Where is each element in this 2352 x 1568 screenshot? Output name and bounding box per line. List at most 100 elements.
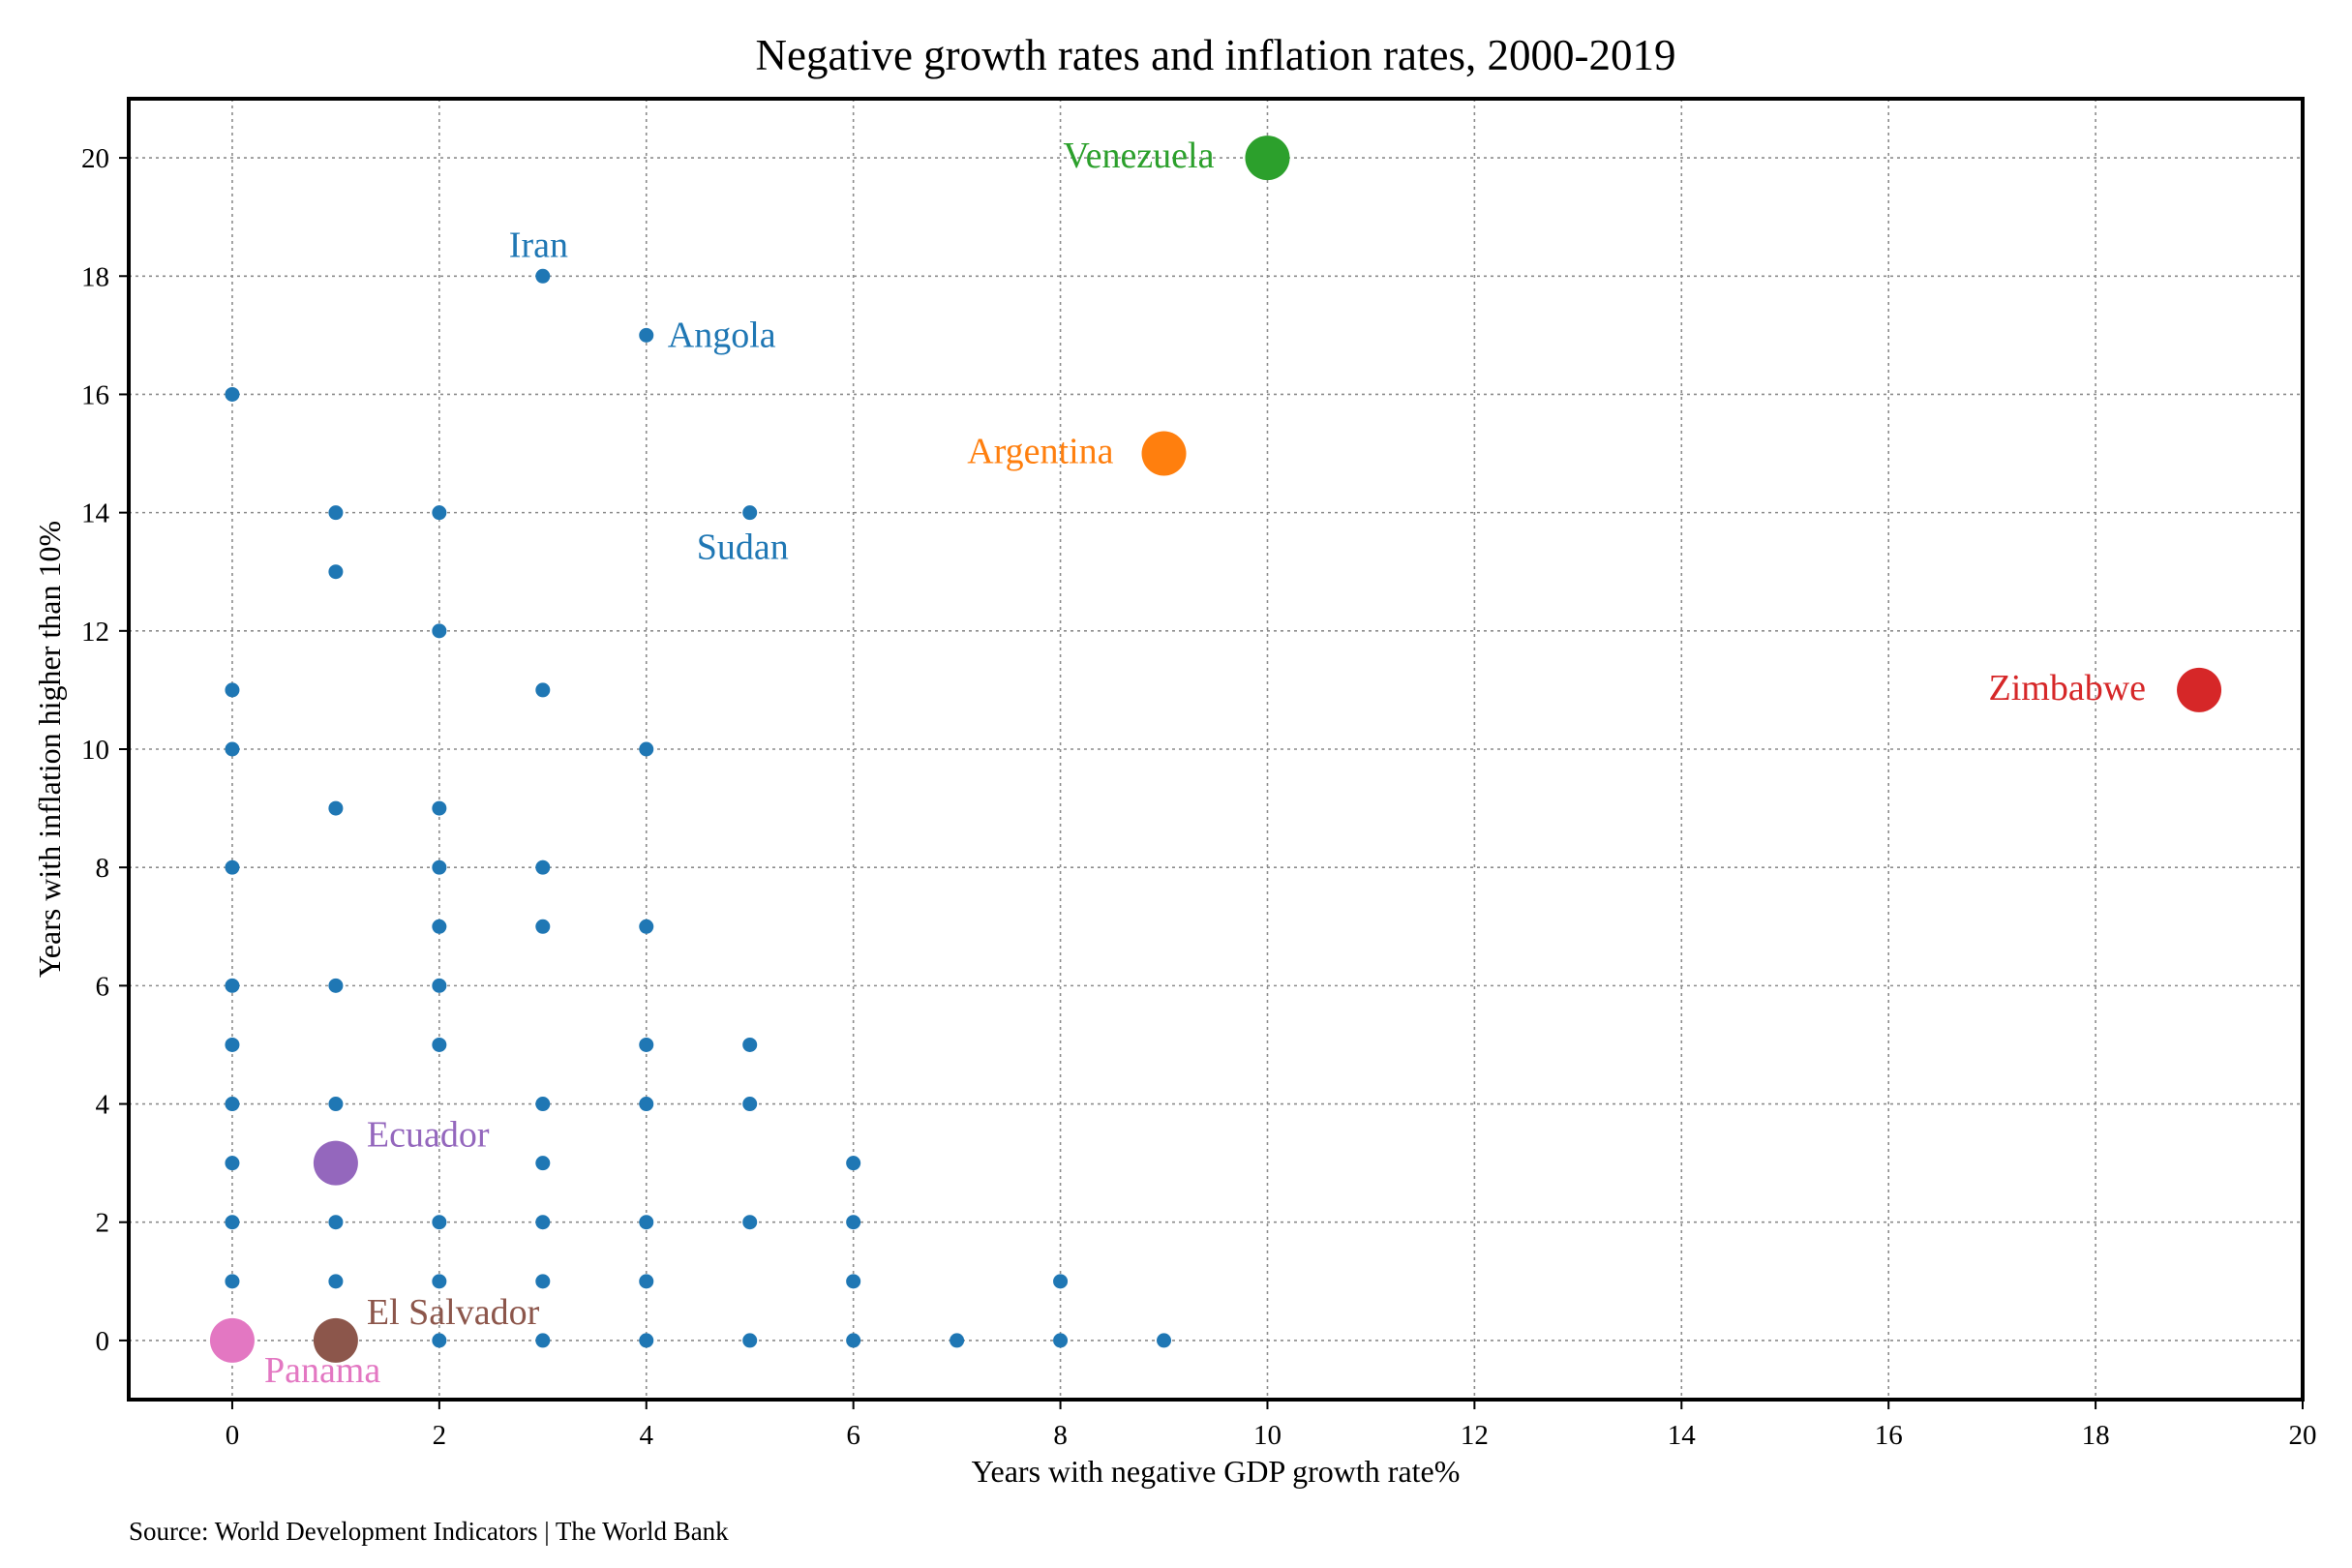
data-point [535, 1274, 551, 1289]
data-point [225, 1097, 240, 1112]
x-axis-label: Years with negative GDP growth rate% [972, 1454, 1461, 1489]
data-point [950, 1333, 965, 1348]
grid-lines [129, 99, 2304, 1400]
data-point [639, 327, 654, 343]
data-point [225, 978, 240, 993]
annotation-iran: Iran [509, 225, 568, 265]
data-point [328, 978, 344, 993]
data-point [432, 505, 447, 521]
data-point [742, 1215, 758, 1230]
data-point [846, 1156, 861, 1171]
x-tick-label: 10 [1253, 1420, 1282, 1451]
data-point [639, 1215, 654, 1230]
data-point [225, 1274, 240, 1289]
y-tick-label: 16 [81, 379, 109, 410]
data-point [639, 1097, 654, 1112]
annotation-zimbabwe: Zimbabwe [1989, 668, 2147, 709]
x-tick-label: 0 [226, 1420, 240, 1451]
x-tick-label: 20 [2289, 1420, 2317, 1451]
data-point [432, 1215, 447, 1230]
highlight-point-el-salvador [313, 1317, 358, 1363]
y-axis-ticks: 0 2 4 6 8 10 12 14 16 18 20 [81, 143, 129, 1357]
data-point [639, 741, 654, 757]
data-point [328, 505, 344, 521]
data-point [535, 919, 551, 934]
y-tick-label: 10 [81, 735, 109, 766]
data-point [328, 1097, 344, 1112]
x-tick-label: 6 [846, 1420, 860, 1451]
data-point [639, 1037, 654, 1052]
source-note: Source: World Development Indicators | T… [129, 1517, 729, 1546]
data-point [639, 919, 654, 934]
data-point [432, 1037, 447, 1052]
data-point [535, 1333, 551, 1348]
x-tick-label: 12 [1461, 1420, 1489, 1451]
data-point [225, 1215, 240, 1230]
data-point [225, 1037, 240, 1052]
y-tick-label: 18 [81, 261, 109, 292]
data-point [742, 1037, 758, 1052]
data-point [328, 800, 344, 816]
annotation-venezuela: Venezuela [1063, 136, 1214, 176]
data-point [432, 978, 447, 993]
y-tick-label: 2 [96, 1208, 110, 1239]
highlight-point-argentina [1141, 431, 1187, 476]
data-point [432, 623, 447, 639]
annotation-argentina: Argentina [967, 432, 1113, 472]
x-tick-label: 14 [1668, 1420, 1697, 1451]
data-point [535, 859, 551, 875]
highlight-point-zimbabwe [2177, 667, 2222, 712]
data-point [225, 682, 240, 698]
x-tick-label: 18 [2082, 1420, 2110, 1451]
y-tick-label: 4 [96, 1090, 110, 1121]
y-tick-label: 12 [81, 617, 109, 648]
data-point [535, 268, 551, 284]
data-point [639, 1274, 654, 1289]
data-point [535, 1156, 551, 1171]
highlight-point-panama [209, 1317, 255, 1363]
data-point [846, 1333, 861, 1348]
annotation-ecuador: Ecuador [367, 1115, 490, 1156]
x-tick-label: 2 [433, 1420, 447, 1451]
data-point [225, 386, 240, 402]
data-point [1053, 1274, 1069, 1289]
highlight-point-ecuador [313, 1140, 358, 1186]
y-tick-label: 8 [96, 853, 110, 884]
data-point [328, 1274, 344, 1289]
x-axis-ticks: 0 2 4 6 8 10 12 14 16 18 20 [226, 1400, 2317, 1451]
y-tick-label: 14 [81, 498, 110, 529]
x-tick-label: 4 [640, 1420, 654, 1451]
data-point [1157, 1333, 1172, 1348]
y-axis-label: Years with inflation higher than 10% [32, 521, 67, 978]
data-point [1053, 1333, 1069, 1348]
data-point [432, 800, 447, 816]
y-tick-label: 0 [96, 1326, 110, 1357]
data-point [535, 1215, 551, 1230]
y-tick-label: 20 [81, 143, 109, 174]
data-point [432, 1274, 447, 1289]
x-tick-label: 16 [1875, 1420, 1903, 1451]
data-point [432, 859, 447, 875]
annotation-el-salvador: El Salvador [367, 1292, 540, 1333]
data-point [742, 1333, 758, 1348]
x-tick-label: 8 [1053, 1420, 1068, 1451]
country-annotations: Iran Angola Sudan Venezuela Argentina Zimbabw… [264, 136, 2146, 1391]
data-point [742, 1097, 758, 1112]
data-point [535, 682, 551, 698]
data-point [432, 1333, 447, 1348]
data-point [742, 505, 758, 521]
data-point [225, 859, 240, 875]
annotation-panama: Panama [264, 1350, 380, 1391]
annotation-angola: Angola [668, 315, 776, 355]
data-point [432, 919, 447, 934]
data-point [225, 741, 240, 757]
data-point [846, 1274, 861, 1289]
y-tick-label: 6 [96, 971, 110, 1002]
data-point [535, 1097, 551, 1112]
annotation-sudan: Sudan [697, 528, 789, 568]
data-point [328, 1215, 344, 1230]
chart-title: Negative growth rates and inflation rate… [756, 31, 1676, 79]
highlight-point-venezuela [1245, 136, 1290, 181]
data-point [328, 564, 344, 580]
